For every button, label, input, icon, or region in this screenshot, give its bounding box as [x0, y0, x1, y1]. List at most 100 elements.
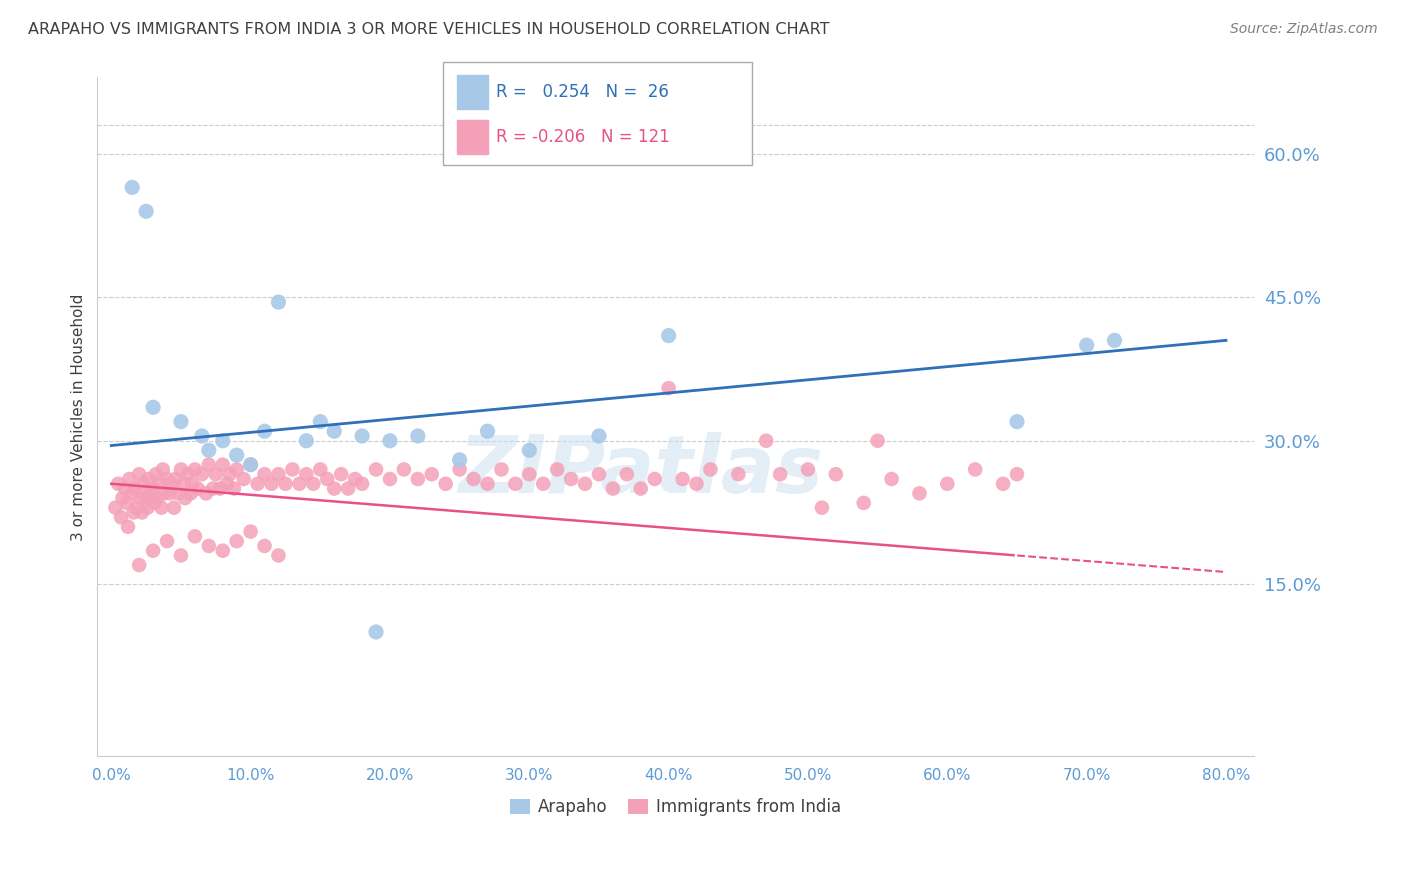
- Point: [880, 472, 903, 486]
- Point: [671, 472, 693, 486]
- Point: [309, 462, 332, 476]
- Point: [546, 462, 568, 476]
- Point: [491, 462, 513, 476]
- Point: [505, 476, 527, 491]
- Point: [149, 476, 172, 491]
- Point: [132, 476, 155, 491]
- Point: [352, 429, 374, 443]
- Point: [136, 500, 159, 515]
- Point: [198, 443, 221, 458]
- Point: [128, 558, 150, 572]
- Point: [769, 467, 792, 482]
- Point: [153, 486, 176, 500]
- Point: [281, 462, 304, 476]
- Point: [111, 491, 134, 505]
- Point: [117, 520, 139, 534]
- Point: [150, 500, 173, 515]
- Point: [267, 467, 290, 482]
- Point: [225, 534, 247, 549]
- Point: [644, 472, 666, 486]
- Point: [936, 476, 959, 491]
- Point: [630, 482, 652, 496]
- Point: [170, 415, 193, 429]
- Point: [184, 529, 207, 543]
- Point: [104, 500, 127, 515]
- Point: [246, 476, 269, 491]
- Y-axis label: 3 or more Vehicles in Household: 3 or more Vehicles in Household: [72, 293, 86, 541]
- Text: R =   0.254   N =  26: R = 0.254 N = 26: [496, 83, 669, 101]
- Point: [288, 476, 311, 491]
- Point: [378, 472, 401, 486]
- Point: [811, 500, 834, 515]
- Point: [146, 491, 169, 505]
- Text: ZIPatlas: ZIPatlas: [458, 432, 824, 510]
- Point: [1076, 338, 1098, 352]
- Point: [797, 462, 820, 476]
- Point: [239, 524, 262, 539]
- Text: R = -0.206   N = 121: R = -0.206 N = 121: [496, 128, 671, 146]
- Point: [253, 467, 276, 482]
- Point: [323, 424, 346, 438]
- Point: [208, 482, 231, 496]
- Point: [852, 496, 875, 510]
- Point: [908, 486, 931, 500]
- Point: [517, 443, 540, 458]
- Point: [131, 506, 153, 520]
- Point: [222, 482, 245, 496]
- Point: [253, 424, 276, 438]
- Legend: Arapaho, Immigrants from India: Arapaho, Immigrants from India: [503, 791, 848, 822]
- Point: [218, 467, 240, 482]
- Point: [129, 491, 152, 505]
- Point: [1005, 415, 1028, 429]
- Point: [866, 434, 889, 448]
- Point: [685, 476, 707, 491]
- Point: [195, 486, 218, 500]
- Point: [991, 476, 1014, 491]
- Point: [392, 462, 415, 476]
- Point: [316, 472, 339, 486]
- Point: [309, 415, 332, 429]
- Point: [406, 429, 429, 443]
- Point: [406, 472, 429, 486]
- Point: [588, 467, 610, 482]
- Point: [434, 476, 457, 491]
- Point: [463, 472, 485, 486]
- Point: [588, 429, 610, 443]
- Point: [191, 429, 214, 443]
- Point: [378, 434, 401, 448]
- Text: Source: ZipAtlas.com: Source: ZipAtlas.com: [1230, 22, 1378, 37]
- Point: [121, 486, 143, 500]
- Point: [198, 539, 221, 553]
- Point: [295, 467, 318, 482]
- Point: [239, 458, 262, 472]
- Point: [560, 472, 582, 486]
- Point: [616, 467, 638, 482]
- Point: [727, 467, 749, 482]
- Point: [160, 476, 183, 491]
- Point: [232, 472, 254, 486]
- Point: [118, 472, 141, 486]
- Point: [167, 486, 190, 500]
- Point: [181, 476, 204, 491]
- Point: [274, 476, 297, 491]
- Point: [337, 482, 360, 496]
- Point: [302, 476, 325, 491]
- Point: [125, 500, 148, 515]
- Point: [344, 472, 367, 486]
- Point: [128, 467, 150, 482]
- Point: [477, 476, 499, 491]
- Point: [225, 448, 247, 462]
- Point: [156, 472, 179, 486]
- Point: [139, 486, 162, 500]
- Point: [267, 295, 290, 310]
- Point: [449, 453, 471, 467]
- Point: [114, 482, 136, 496]
- Point: [170, 549, 193, 563]
- Point: [330, 467, 353, 482]
- Point: [187, 482, 209, 496]
- Text: ARAPAHO VS IMMIGRANTS FROM INDIA 3 OR MORE VEHICLES IN HOUSEHOLD CORRELATION CHA: ARAPAHO VS IMMIGRANTS FROM INDIA 3 OR MO…: [28, 22, 830, 37]
- Point: [170, 462, 193, 476]
- Point: [267, 549, 290, 563]
- Point: [420, 467, 443, 482]
- Point: [824, 467, 846, 482]
